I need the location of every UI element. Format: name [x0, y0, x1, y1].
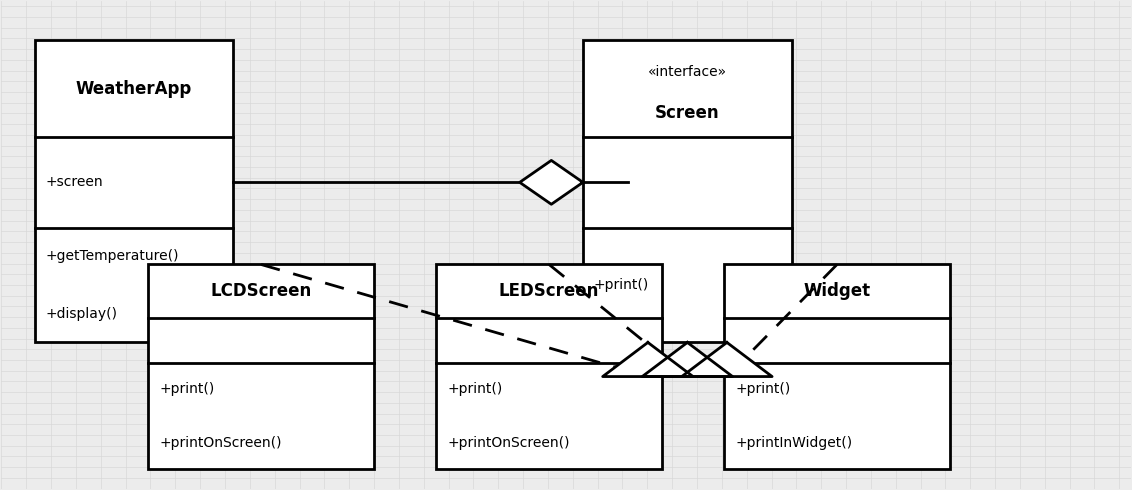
- Text: +getTemperature(): +getTemperature(): [45, 249, 179, 263]
- Text: +screen: +screen: [45, 175, 103, 189]
- Text: «interface»: «interface»: [648, 65, 727, 79]
- Text: Screen: Screen: [655, 104, 720, 122]
- Polygon shape: [681, 343, 772, 376]
- Text: +printOnScreen(): +printOnScreen(): [447, 436, 569, 449]
- Polygon shape: [602, 343, 693, 376]
- Text: LEDScreen: LEDScreen: [499, 282, 599, 300]
- Text: +display(): +display(): [45, 307, 117, 321]
- Polygon shape: [642, 343, 732, 376]
- Text: +printInWidget(): +printInWidget(): [736, 436, 852, 449]
- Text: +print(): +print(): [160, 382, 215, 396]
- Text: WeatherApp: WeatherApp: [76, 80, 192, 98]
- Bar: [148, 265, 374, 469]
- Text: +print(): +print(): [736, 382, 790, 396]
- Text: +print(): +print(): [447, 382, 503, 396]
- Text: +print(): +print(): [593, 278, 649, 292]
- Bar: [724, 265, 950, 469]
- Bar: [436, 265, 662, 469]
- Polygon shape: [520, 160, 583, 204]
- Bar: [583, 40, 792, 343]
- Bar: [35, 40, 233, 343]
- Text: Widget: Widget: [804, 282, 871, 300]
- Text: LCDScreen: LCDScreen: [211, 282, 311, 300]
- Text: +printOnScreen(): +printOnScreen(): [160, 436, 282, 449]
